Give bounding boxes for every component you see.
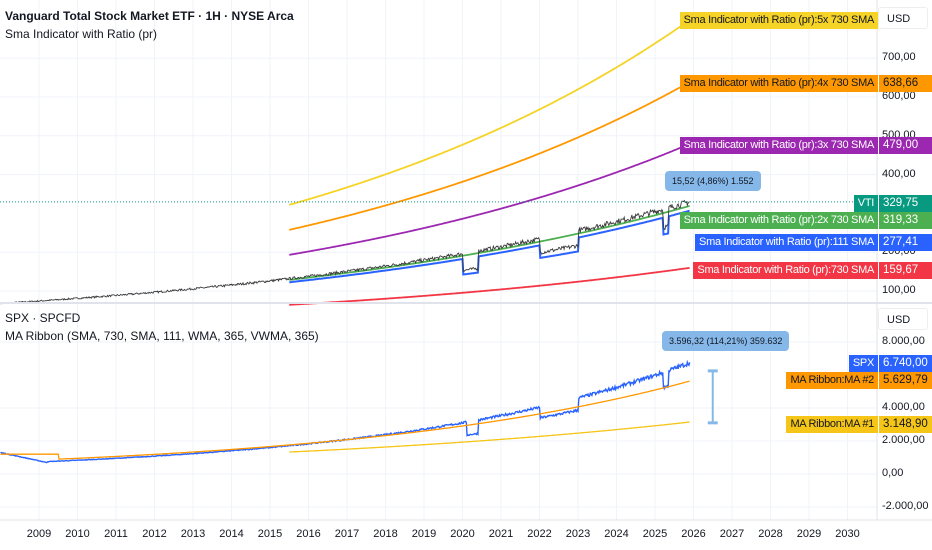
ma-1-line <box>289 421 690 453</box>
time-tick: 2022 <box>527 528 552 540</box>
time-tick: 2009 <box>26 528 52 540</box>
top-measure-tooltip: 15,52 (4,86%) 1.552 <box>665 171 761 191</box>
sma-line <box>289 266 690 306</box>
top-series-label-value: 159,67 <box>879 262 932 279</box>
top-series-label[interactable]: Sma Indicator with Ratio (pr):2x 730 SMA <box>679 212 878 229</box>
time-tick: 2029 <box>796 528 822 540</box>
time-tick: 2014 <box>219 528 244 540</box>
top-series-label-value: 638,66 <box>879 75 932 92</box>
price-tick: 100,00 <box>882 284 916 296</box>
top-series-label-value: 277,41 <box>879 234 932 251</box>
price-tick: 600,00 <box>882 90 916 102</box>
bottom-measure-tooltip: 3.596,32 (114,21%) 359.632 <box>662 331 790 351</box>
bottom-series-label[interactable]: MA Ribbon:MA #2 <box>786 372 878 389</box>
price-tick: 4.000,00 <box>882 401 925 413</box>
price-tick: 8.000,00 <box>882 335 925 347</box>
time-tick: 2028 <box>758 528 783 540</box>
bottom-symbol-title: SPX · SPCFD <box>5 311 81 325</box>
time-tick: 2026 <box>681 528 706 540</box>
price-tick: 400,00 <box>882 167 916 180</box>
time-tick: 2025 <box>642 528 668 540</box>
ma-2-line <box>0 380 690 460</box>
bottom-series-label-value: 5.629,79 <box>879 372 932 389</box>
top-series-label-value: 319,33 <box>879 212 932 229</box>
sma-line <box>288 19 691 206</box>
price-tick: -2.000,00 <box>882 500 929 512</box>
time-tick: 2020 <box>450 528 475 540</box>
sma-line <box>289 205 690 281</box>
top-series-label[interactable]: Sma Indicator with Ratio (pr):111 SMA <box>695 234 878 251</box>
bottom-series-label-value: 6.740,00 <box>879 355 932 372</box>
time-tick: 2018 <box>373 528 398 540</box>
time-tick: 2012 <box>142 528 167 540</box>
top-series-label[interactable]: Sma Indicator with Ratio (pr):4x 730 SMA <box>679 75 878 92</box>
sma-line <box>289 81 691 231</box>
time-tick: 2030 <box>835 528 860 540</box>
pane-separator[interactable] <box>0 302 932 304</box>
bottom-series-label[interactable]: MA Ribbon:MA #1 <box>786 416 878 433</box>
time-tick: 2011 <box>104 528 128 540</box>
bottom-currency-button[interactable]: USD <box>878 308 928 330</box>
top-series-label[interactable]: VTI <box>853 195 878 212</box>
price-tick: 0,00 <box>882 467 904 479</box>
bottom-series-label-value: 3.148,90 <box>879 416 932 433</box>
vti-price-line <box>0 199 690 305</box>
price-tick: 2.000,00 <box>882 434 925 446</box>
time-tick: 2016 <box>296 528 321 540</box>
top-series-label[interactable]: Sma Indicator with Ratio (pr):5x 730 SMA <box>679 12 878 29</box>
price-tick: 700,00 <box>882 51 916 64</box>
time-tick: 2017 <box>334 528 360 540</box>
top-series-label[interactable]: Sma Indicator with Ratio (pr):730 SMA <box>693 262 878 279</box>
top-series-label-value: 479,00 <box>879 137 932 154</box>
top-series-label[interactable]: Sma Indicator with Ratio (pr):3x 730 SMA <box>679 137 878 154</box>
time-tick: 2010 <box>65 528 90 540</box>
bottom-series-label[interactable]: SPX <box>848 355 878 372</box>
time-tick: 2027 <box>719 528 745 540</box>
sma-111-line <box>289 209 690 284</box>
spx-price-line <box>0 359 691 464</box>
time-tick: 2019 <box>411 528 437 540</box>
top-currency-button[interactable]: USD <box>878 7 928 29</box>
time-tick: 2015 <box>257 528 283 540</box>
bottom-indicator-title[interactable]: MA Ribbon (SMA, 730, SMA, 111, WMA, 365,… <box>5 329 319 343</box>
time-tick: 2024 <box>604 528 629 540</box>
time-tick: 2013 <box>180 528 206 540</box>
time-tick: 2023 <box>565 528 591 540</box>
top-symbol-title: Vanguard Total Stock Market ETF · 1H · N… <box>5 9 294 23</box>
top-indicator-title[interactable]: Sma Indicator with Ratio (pr) <box>5 27 158 41</box>
time-tick: 2021 <box>488 528 514 540</box>
sma-line <box>289 143 691 256</box>
top-series-label-value: 329,75 <box>879 195 932 212</box>
